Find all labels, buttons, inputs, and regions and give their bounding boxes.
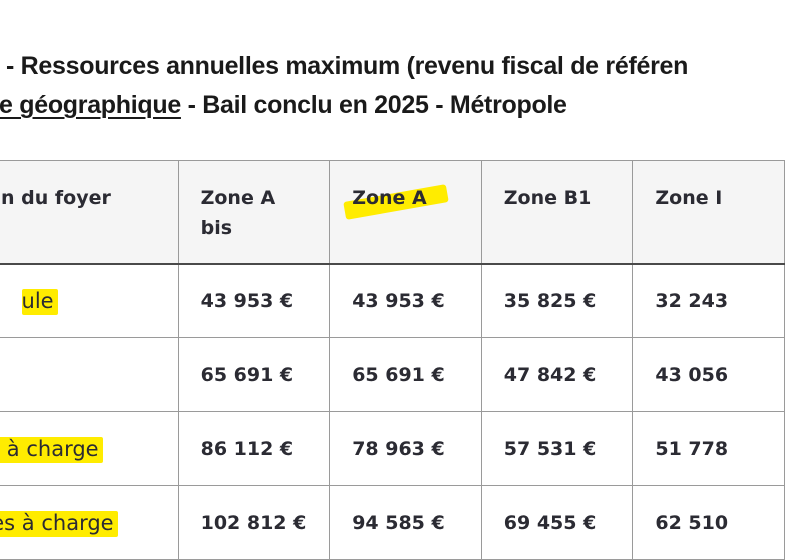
cell-zone-a-bis: 102 812 € xyxy=(177,485,331,560)
cell-zone-a: 43 953 € xyxy=(329,263,482,338)
cell-zone-b2: 51 778 xyxy=(632,411,785,486)
table-row: es à charge 102 812 € 94 585 € 69 455 € … xyxy=(0,485,785,560)
header-zone-a-bis: Zone A bis xyxy=(177,160,331,265)
highlighted-label: e à charge xyxy=(0,436,103,463)
cell-zone-a-bis: 86 112 € xyxy=(177,411,331,486)
row-label xyxy=(0,337,179,412)
cell-zone-a: 94 585 € xyxy=(329,485,482,560)
cell-zone-a-bis: 43 953 € xyxy=(177,263,331,338)
table-row: 65 691 € 65 691 € 47 842 € 43 056 xyxy=(0,337,785,412)
header-zone-b2: Zone I xyxy=(632,160,785,265)
income-ceiling-table: n du foyer Zone A bis Zone A Zone B1 Zon… xyxy=(0,160,785,560)
row-label: ule xyxy=(0,263,179,338)
table-row: e à charge 86 112 € 78 963 € 57 531 € 51… xyxy=(0,411,785,486)
cell-zone-a: 65 691 € xyxy=(329,337,482,412)
income-ceiling-table-container: n du foyer Zone A bis Zone A Zone B1 Zon… xyxy=(0,160,785,560)
cell-zone-b2: 43 056 xyxy=(632,337,785,412)
heading-rest-text: - Bail conclu en 2025 - Métropole xyxy=(180,91,567,119)
heading-line-2: e géographique - Bail conclu en 2025 - M… xyxy=(0,91,567,120)
header-label: Zone I xyxy=(655,187,723,209)
header-label: Zone A xyxy=(352,187,427,209)
header-zone-a: Zone A xyxy=(329,160,482,265)
row-label: es à charge xyxy=(0,485,179,560)
header-label-line2: bis xyxy=(200,217,233,239)
table-header-row: n du foyer Zone A bis Zone A Zone B1 Zon… xyxy=(0,160,785,265)
table-row: ule 43 953 € 43 953 € 35 825 € 32 243 xyxy=(0,263,785,338)
header-zone-b1: Zone B1 xyxy=(480,160,634,265)
cell-zone-b2: 32 243 xyxy=(632,263,785,338)
cell-zone-a: 78 963 € xyxy=(329,411,482,486)
cell-zone-b1: 57 531 € xyxy=(480,411,634,486)
cell-zone-b2: 62 510 xyxy=(632,485,785,560)
header-label: Zone B1 xyxy=(503,187,592,209)
highlighted-label: ule xyxy=(21,288,58,315)
cell-zone-b1: 69 455 € xyxy=(480,485,634,560)
highlight-mark: Zone A xyxy=(352,183,427,213)
heading-line-1: - Ressources annuelles maximum (revenu f… xyxy=(6,52,689,80)
header-label: Zone A xyxy=(200,187,276,209)
row-label: e à charge xyxy=(0,411,179,486)
cell-zone-a-bis: 65 691 € xyxy=(177,337,331,412)
header-household-composition: n du foyer xyxy=(0,160,179,265)
cell-zone-b1: 47 842 € xyxy=(480,337,634,412)
heading-underlined-text: e géographique xyxy=(0,91,181,119)
cell-zone-b1: 35 825 € xyxy=(480,263,634,338)
highlighted-label: es à charge xyxy=(0,510,118,537)
header-label: n du foyer xyxy=(1,187,111,209)
